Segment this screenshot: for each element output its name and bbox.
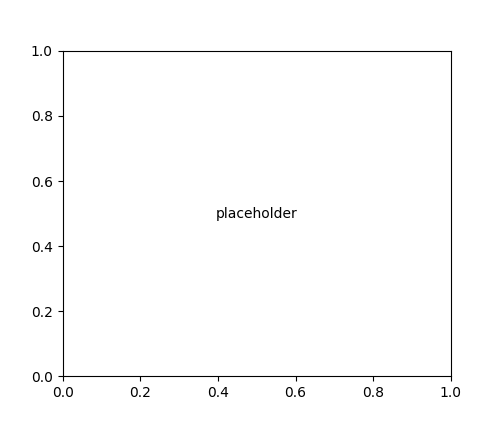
Text: placeholder: placeholder <box>216 206 298 221</box>
